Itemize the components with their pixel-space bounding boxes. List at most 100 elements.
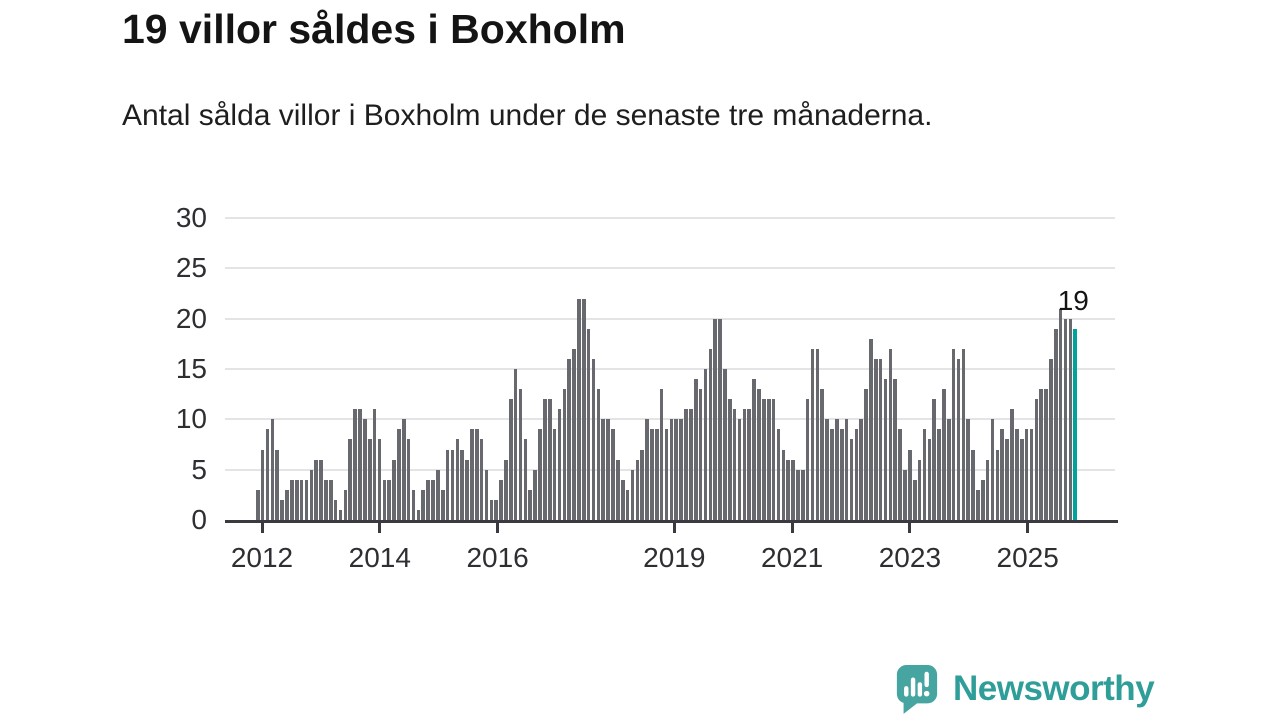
bar [397,429,401,520]
bar [499,479,503,520]
y-axis-label: 20 [175,302,207,334]
bar [616,459,620,520]
bar [956,358,961,520]
bar [981,479,985,520]
bar [270,419,275,520]
bar [484,469,489,520]
bar [436,469,440,520]
logo-bar-small [904,686,909,697]
bar [674,419,679,520]
bar [791,459,795,520]
bar [805,399,810,520]
bar [757,389,761,520]
bar [888,348,893,520]
bar [752,379,756,520]
x-axis-label: 2023 [878,542,942,573]
bar [728,399,732,520]
bar [732,409,737,520]
bar [849,439,854,520]
bar [1034,399,1039,520]
bar [703,369,708,520]
bar [869,338,873,520]
bar [640,449,644,520]
bar [747,409,752,520]
bar [713,318,717,520]
bar [611,429,615,520]
bar [513,369,518,520]
bar [937,429,941,520]
bar [586,328,591,520]
bar [309,469,314,520]
bar [328,479,333,520]
bar [1044,389,1048,520]
x-axis-label: 2019 [643,542,706,573]
bar [1058,308,1063,520]
bar [265,429,270,520]
bar [426,479,430,520]
y-axis-label: 5 [191,453,207,485]
x-axis-label: 2014 [348,542,411,573]
y-axis-label: 30 [175,202,207,233]
bar [455,439,460,520]
bar [319,459,323,520]
bar [630,469,635,520]
bar [1054,328,1058,520]
bar [304,479,309,520]
bar [1024,429,1029,520]
bar [406,439,411,520]
gridline [225,267,1115,270]
bar [1049,358,1053,520]
x-axis-tick [672,521,676,533]
bar [903,469,907,520]
bar [990,419,995,520]
bar [543,399,547,520]
bar [645,419,649,520]
bar [1063,318,1068,520]
bar [1029,429,1034,520]
bar [324,479,328,520]
bar [708,348,713,520]
bar [528,489,533,520]
bar [509,399,513,520]
bar [489,499,494,520]
bar [445,449,450,520]
bar [401,419,406,520]
bar [382,479,387,520]
bar [776,429,781,520]
bar [932,399,936,520]
bar [562,389,567,520]
bar [971,449,975,520]
bar [343,489,348,520]
bar [737,419,742,520]
bar [985,459,990,520]
logo-exclamation-bar [924,671,929,688]
x-axis-label: 2016 [466,542,529,573]
bar [830,429,834,520]
bar [976,489,980,520]
bar [1068,318,1073,520]
logo-exclamation-dot [923,690,930,697]
logo-bar-medium [917,682,923,697]
bar [275,449,280,520]
bar [898,429,902,520]
logo-speech-bubble [896,665,938,714]
bar [552,429,557,520]
chart-subtitle: Antal sålda villor i Boxholm under de se… [122,99,933,132]
bar [1015,429,1019,520]
bar [625,489,630,520]
bar [533,469,537,520]
bar [377,439,382,520]
bar [518,389,523,520]
bar [878,358,883,520]
bar [1000,429,1005,520]
bar [411,489,416,520]
bar [810,348,815,520]
bar [479,439,484,520]
bar [416,509,421,520]
bar [358,409,362,520]
bar [606,419,610,520]
bar [825,419,829,520]
bar [684,409,688,520]
x-axis-line [225,520,1118,523]
